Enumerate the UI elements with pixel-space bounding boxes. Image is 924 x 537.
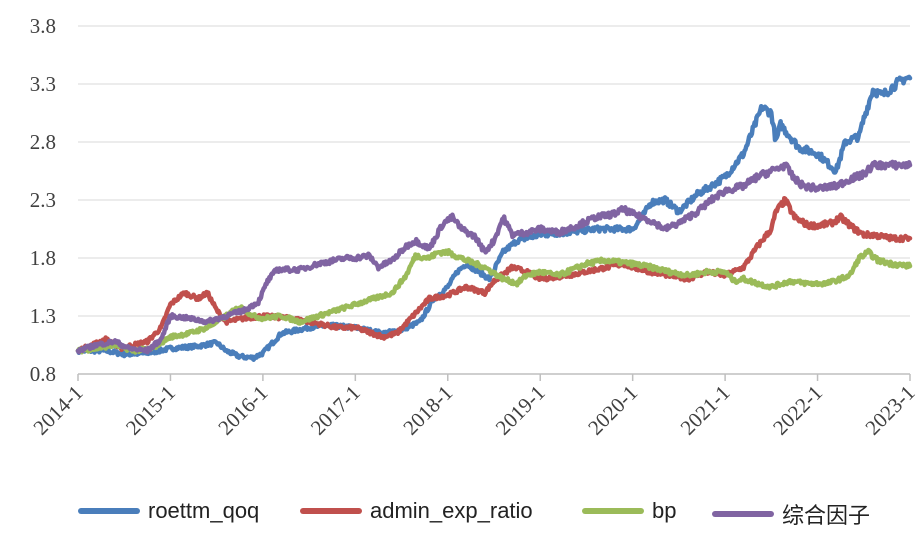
series-line-composite-factor (75, 159, 913, 355)
legend-item-bp: bp (582, 498, 676, 524)
x-tick-label: 2014-1 (28, 381, 87, 440)
y-tick-label: 1.8 (30, 246, 56, 270)
legend-item-composite-factor: 综合因子 (712, 498, 870, 530)
x-tick-label: 2019-1 (491, 381, 550, 440)
x-tick-label: 2021-1 (676, 381, 735, 440)
legend-item-roettm-qoq: roettm_qoq (78, 498, 259, 524)
x-tick-label: 2017-1 (306, 381, 365, 440)
x-tick-label: 2016-1 (213, 381, 272, 440)
y-tick-labels: 0.8 1.3 1.8 2.3 2.8 3.3 3.8 (30, 14, 56, 386)
legend-swatch-roettm-qoq (78, 508, 140, 514)
gridlines (78, 25, 910, 317)
y-tick-label: 0.8 (30, 362, 56, 386)
x-tick-label: 2023-1 (860, 381, 919, 440)
y-tick-label: 2.8 (30, 130, 56, 154)
x-tick-labels: 2014-1 2015-1 2016-1 2017-1 2018-1 2019-1 2020… (28, 381, 919, 440)
series-lines (75, 74, 913, 362)
y-tick-label: 2.3 (30, 188, 56, 212)
series-line-admin-exp-ratio (75, 195, 913, 354)
legend-item-admin-exp-ratio: admin_exp_ratio (300, 498, 533, 524)
y-tick-label: 3.3 (30, 72, 56, 96)
series-line-bp (75, 247, 913, 355)
legend-label-bp: bp (652, 498, 677, 523)
axes (77, 373, 911, 381)
legend: roettm_qoq admin_exp_ratio bp 综合因子 (0, 490, 924, 530)
series-line-roettm-qoq (75, 74, 913, 362)
legend-swatch-bp (582, 508, 644, 514)
x-tick-label: 2015-1 (121, 381, 180, 440)
legend-label-roettm-qoq: roettm_qoq (148, 498, 260, 523)
x-tick-label: 2018-1 (398, 381, 457, 440)
legend-swatch-composite-factor (712, 511, 774, 517)
y-tick-label: 3.8 (30, 14, 56, 38)
x-tick-label: 2020-1 (583, 381, 642, 440)
line-chart: 0.8 1.3 1.8 2.3 2.8 3.3 3.8 2014-1 2015-1 2016-1… (28, 14, 919, 440)
y-tick-label: 1.3 (30, 304, 56, 328)
legend-label-composite-factor: 综合因子 (782, 503, 871, 528)
x-tick-label: 2022-1 (768, 381, 827, 440)
legend-swatch-admin-exp-ratio (300, 508, 362, 514)
legend-label-admin-exp-ratio: admin_exp_ratio (370, 498, 533, 523)
